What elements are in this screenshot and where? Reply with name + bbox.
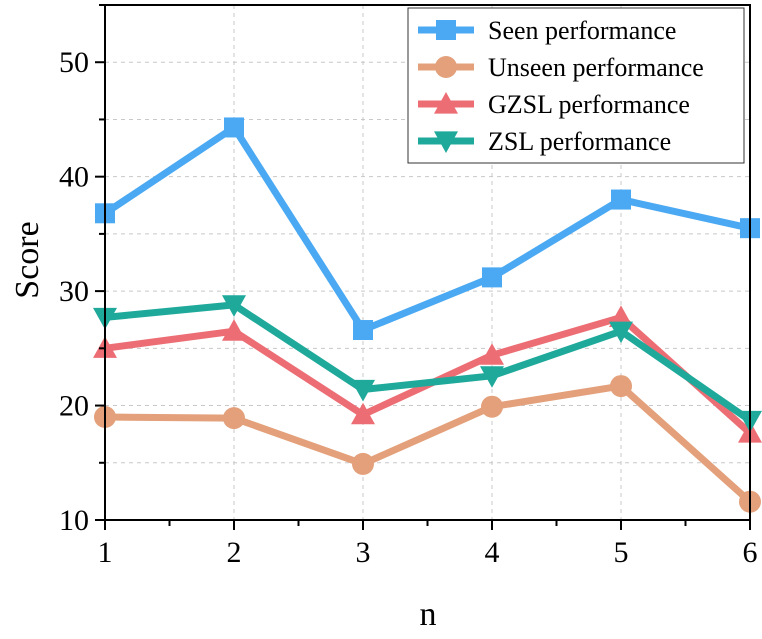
data-point-seen-performance — [482, 267, 502, 288]
y-tick-label: 50 — [59, 46, 89, 79]
series-line-zsl-performance — [104, 301, 752, 424]
data-point-unseen-performance — [352, 452, 374, 475]
x-tick-label: 6 — [743, 536, 758, 569]
legend-label-seen-performance: Seen performance — [488, 16, 676, 45]
series-line-seen-performance — [103, 123, 751, 334]
legend-marker-zsl-performance — [434, 131, 458, 153]
legend-box — [407, 7, 745, 164]
legend-label-zsl-performance: ZSL performance — [488, 127, 671, 156]
x-axis-title: n — [420, 596, 437, 633]
legend-marker-seen-performance — [436, 20, 456, 40]
data-point-unseen-performance — [481, 395, 503, 418]
legend-label-unseen-performance: Unseen performance — [488, 53, 704, 82]
series-layer — [93, 117, 762, 513]
legend-marker-unseen-performance — [435, 56, 457, 78]
series-seen-performance — [95, 117, 760, 341]
x-tick-label: 4 — [485, 536, 500, 569]
data-point-seen-performance — [353, 320, 373, 341]
data-point-seen-performance — [224, 117, 244, 138]
series-unseen-performance — [94, 375, 761, 513]
y-tick-label: 30 — [59, 275, 89, 308]
legend: Seen performance Unseen performance GZSL p… — [407, 7, 745, 164]
data-point-seen-performance — [611, 189, 631, 210]
axes-layer: 10 20 30 40 50 1 2 3 4 5 6 — [59, 4, 758, 569]
y-axis-title: Score — [9, 221, 46, 298]
data-point-gzsl-performance — [222, 319, 246, 341]
y-tick-label: 10 — [59, 504, 89, 537]
data-point-unseen-performance — [223, 407, 245, 430]
data-point-zsl-performance — [351, 379, 375, 402]
x-tick-label: 5 — [614, 536, 629, 569]
x-tick-label: 3 — [356, 536, 371, 569]
x-tick-label: 2 — [227, 536, 242, 569]
grid-layer — [105, 5, 750, 520]
data-point-unseen-performance — [610, 375, 632, 398]
legend-marker-gzsl-performance — [434, 92, 458, 114]
data-point-zsl-performance — [609, 321, 633, 344]
y-tick-label: 40 — [59, 161, 89, 194]
data-point-zsl-performance — [480, 366, 504, 388]
x-tick-label: 1 — [98, 536, 113, 569]
data-point-zsl-performance — [222, 295, 246, 317]
series-line-unseen-performance — [104, 382, 753, 505]
legend-label-gzsl-performance: GZSL performance — [488, 90, 690, 119]
data-point-gzsl-performance — [480, 343, 504, 365]
data-point-gzsl-performance — [351, 402, 375, 425]
y-tick-label: 20 — [59, 390, 89, 423]
series-zsl-performance — [93, 295, 762, 433]
